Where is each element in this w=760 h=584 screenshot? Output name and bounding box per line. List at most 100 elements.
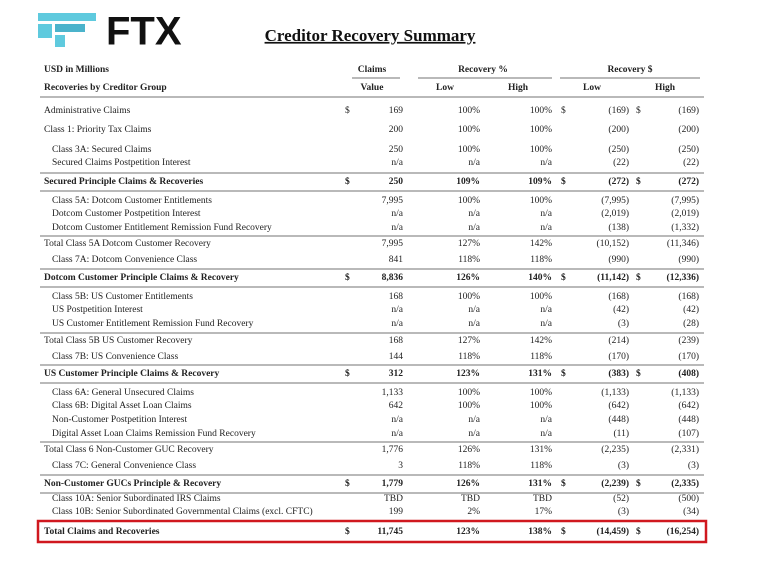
cell-value: 127% — [458, 336, 480, 346]
currency-sign: $ — [636, 526, 641, 537]
cell-value: (239) — [678, 335, 699, 346]
cell-value: (250) — [678, 144, 699, 155]
cell-value: TBD — [461, 494, 480, 504]
cell-value: (2,019) — [671, 208, 699, 219]
column-header: High — [508, 83, 529, 93]
cell-value: (214) — [608, 335, 629, 346]
highlight-box — [36, 519, 708, 544]
cell-value: n/a — [540, 158, 552, 168]
cell-value: 250 — [389, 145, 404, 155]
cell-value: 3 — [398, 461, 403, 471]
cell-value: (2,019) — [601, 208, 629, 219]
cell-value: (408) — [678, 368, 699, 379]
cell-value: n/a — [391, 305, 403, 315]
cell-value: (170) — [678, 351, 699, 362]
currency-sign: $ — [636, 176, 641, 187]
cell-value: 118% — [530, 461, 552, 471]
row-label: Dotcom Customer Entitlement Remission Fu… — [52, 223, 272, 233]
cell-value: (11,142) — [597, 272, 629, 283]
row-label: Class 3A: Secured Claims — [52, 145, 152, 155]
row-label: Class 10B: Senior Subordinated Governmen… — [52, 506, 313, 517]
cell-value: 126% — [456, 479, 480, 489]
row-label: Dotcom Customer Principle Claims & Recov… — [44, 273, 239, 283]
cell-value: (7,995) — [601, 195, 629, 206]
row-label: Secured Claims Postpetition Interest — [52, 158, 191, 168]
cell-value: 100% — [530, 292, 552, 302]
cell-value: 312 — [389, 369, 404, 379]
cell-value: 1,776 — [382, 445, 404, 455]
cell-value: 200 — [389, 125, 404, 135]
cell-value: n/a — [468, 415, 480, 425]
cell-value: 131% — [528, 479, 552, 489]
cell-value: (170) — [608, 351, 629, 362]
cell-value: (10,152) — [597, 238, 629, 249]
cell-value: 131% — [528, 369, 552, 379]
cell-value: (200) — [608, 124, 629, 135]
cell-value: 17% — [535, 507, 553, 517]
currency-sign: $ — [561, 526, 566, 537]
cell-value: 118% — [530, 352, 552, 362]
row-label: Class 7A: Dotcom Convenience Class — [52, 255, 197, 265]
row-label: Class 7C: General Convenience Class — [52, 461, 196, 471]
cell-value: 100% — [530, 196, 552, 206]
currency-sign: $ — [561, 368, 566, 379]
cell-value: TBD — [533, 494, 552, 504]
cell-value: n/a — [540, 209, 552, 219]
row-label: Non-Customer Postpetition Interest — [52, 415, 187, 425]
cell-value: (12,336) — [667, 272, 699, 283]
currency-sign: $ — [345, 478, 350, 489]
row-label: Total Class 5A Dotcom Customer Recovery — [44, 239, 211, 249]
cell-value: n/a — [391, 209, 403, 219]
cell-value: (22) — [683, 157, 699, 168]
column-header: High — [655, 83, 676, 93]
cell-value: (642) — [678, 400, 699, 411]
cell-value: (990) — [678, 254, 699, 265]
row-label: US Customer Principle Claims & Recovery — [44, 369, 220, 379]
column-group: Recovery $ — [607, 64, 652, 75]
cell-value: (3) — [618, 318, 629, 329]
logo-text: FTX — [106, 10, 182, 54]
cell-value: (16,254) — [667, 526, 699, 537]
row-label: Class 6A: General Unsecured Claims — [52, 388, 194, 398]
cell-value: (1,133) — [601, 387, 629, 398]
cell-value: 841 — [389, 255, 404, 265]
cell-value: 142% — [530, 336, 552, 346]
currency-sign: $ — [561, 105, 566, 116]
cell-value: (169) — [678, 105, 699, 116]
cell-value: (107) — [678, 428, 699, 439]
cell-value: n/a — [540, 429, 552, 439]
cell-value: (250) — [608, 144, 629, 155]
cell-value: n/a — [540, 223, 552, 233]
row-label: Non-Customer GUCs Principle & Recovery — [44, 479, 221, 489]
cell-value: 100% — [530, 388, 552, 398]
cell-value: 144 — [389, 352, 404, 362]
column-header: Value — [361, 83, 384, 93]
cell-value: 2% — [467, 507, 480, 517]
cell-value: (52) — [613, 493, 629, 504]
cell-value: (34) — [683, 506, 699, 517]
cell-value: 118% — [458, 255, 480, 265]
row-label: Class 5B: US Customer Entitlements — [52, 292, 193, 302]
cell-value: n/a — [468, 305, 480, 315]
cell-value: 250 — [389, 177, 404, 187]
cell-value: (3) — [618, 460, 629, 471]
cell-value: 642 — [389, 401, 404, 411]
currency-sign: $ — [561, 478, 566, 489]
currency-sign: $ — [345, 272, 350, 283]
cell-value: (2,335) — [671, 478, 699, 489]
cell-value: (14,459) — [597, 526, 629, 537]
cell-value: 7,995 — [382, 196, 404, 206]
cell-value: n/a — [540, 319, 552, 329]
cell-value: 1,779 — [382, 479, 404, 489]
cell-value: (11) — [614, 428, 629, 439]
cell-value: n/a — [540, 305, 552, 315]
cell-value: 7,995 — [382, 239, 404, 249]
cell-value: (42) — [613, 304, 629, 315]
cell-value: 100% — [530, 125, 552, 135]
currency-sign: $ — [345, 176, 350, 187]
cell-value: (3) — [688, 460, 699, 471]
cell-value: n/a — [391, 415, 403, 425]
cell-value: 100% — [530, 401, 552, 411]
cell-value: 138% — [528, 527, 552, 537]
